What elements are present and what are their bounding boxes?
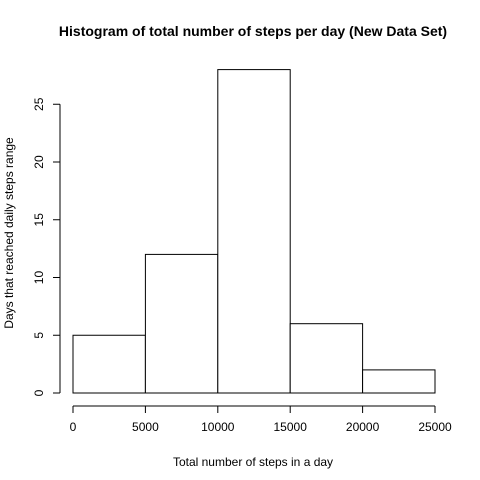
y-tick-label-5: 25 xyxy=(32,97,46,111)
y-tick-label-0: 0 xyxy=(32,389,46,396)
x-tick-label-1: 5000 xyxy=(132,420,159,434)
x-tick-label-4: 20000 xyxy=(346,420,380,434)
x-tick-label-0: 0 xyxy=(70,420,77,434)
y-tick-label-3: 15 xyxy=(32,213,46,227)
x-tick-label-5: 25000 xyxy=(418,420,452,434)
x-axis: 0 5000 10000 15000 20000 25000 xyxy=(70,405,452,434)
x-axis-label: Total number of steps in a day xyxy=(173,455,333,469)
histogram-bar-3 xyxy=(217,69,291,394)
bars-layer xyxy=(72,69,436,394)
y-axis-label: Days that reached daily steps range xyxy=(2,137,16,329)
x-tick-label-3: 15000 xyxy=(274,420,308,434)
histogram-bar-5 xyxy=(362,369,436,394)
chart-title: Histogram of total number of steps per d… xyxy=(59,23,447,39)
x-tick-label-2: 10000 xyxy=(201,420,235,434)
y-axis: 0 5 10 15 20 25 xyxy=(32,97,61,396)
histogram-bar-4 xyxy=(289,323,364,394)
y-tick-label-1: 5 xyxy=(32,332,46,339)
histogram-bar-2 xyxy=(144,253,219,394)
y-tick-label-4: 20 xyxy=(32,155,46,169)
y-tick-label-2: 10 xyxy=(32,271,46,285)
histogram-bar-1 xyxy=(72,334,146,394)
